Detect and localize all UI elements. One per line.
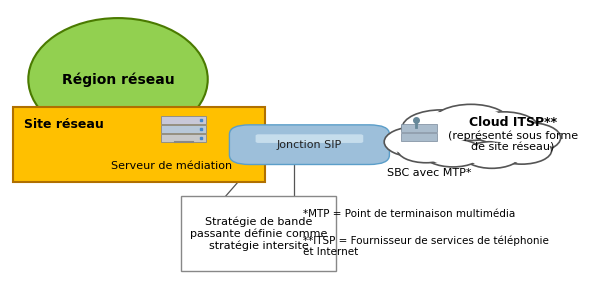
Text: Cloud ITSP**: Cloud ITSP**: [469, 116, 557, 129]
Circle shape: [495, 123, 561, 153]
FancyBboxPatch shape: [181, 196, 337, 271]
FancyBboxPatch shape: [256, 134, 364, 143]
Text: (représenté sous forme
de site réseau): (représenté sous forme de site réseau): [448, 131, 578, 153]
FancyBboxPatch shape: [401, 124, 437, 132]
FancyBboxPatch shape: [162, 134, 206, 142]
Circle shape: [499, 124, 557, 151]
Text: Jonction SIP: Jonction SIP: [277, 140, 342, 150]
Circle shape: [469, 112, 539, 144]
Circle shape: [463, 142, 521, 168]
Circle shape: [496, 138, 548, 162]
Circle shape: [384, 126, 450, 157]
Circle shape: [492, 136, 551, 164]
Circle shape: [401, 138, 451, 161]
Text: Site réseau: Site réseau: [24, 118, 104, 131]
Ellipse shape: [28, 18, 207, 140]
Circle shape: [437, 106, 505, 138]
Circle shape: [397, 136, 455, 163]
Circle shape: [432, 104, 510, 140]
Circle shape: [388, 128, 446, 155]
Circle shape: [407, 112, 476, 144]
Circle shape: [423, 139, 483, 167]
Text: **ITSP = Fournisseur de services de téléphonie
et Internet: **ITSP = Fournisseur de services de télé…: [304, 235, 550, 257]
Circle shape: [466, 143, 517, 167]
Text: Région réseau: Région réseau: [62, 72, 174, 87]
FancyBboxPatch shape: [401, 133, 437, 141]
Text: *MTP = Point de terminaison multimédia: *MTP = Point de terminaison multimédia: [304, 209, 516, 219]
FancyBboxPatch shape: [230, 125, 389, 164]
Text: Serveur de médiation: Serveur de médiation: [111, 161, 233, 171]
Circle shape: [427, 141, 479, 165]
Circle shape: [473, 114, 534, 142]
Text: Stratégie de bande
passante définie comme
stratégie intersite: Stratégie de bande passante définie comm…: [190, 216, 327, 251]
Circle shape: [402, 110, 480, 146]
Text: SBC avec MTP*: SBC avec MTP*: [387, 168, 471, 178]
FancyBboxPatch shape: [162, 116, 206, 124]
FancyBboxPatch shape: [162, 125, 206, 133]
FancyBboxPatch shape: [13, 107, 264, 182]
